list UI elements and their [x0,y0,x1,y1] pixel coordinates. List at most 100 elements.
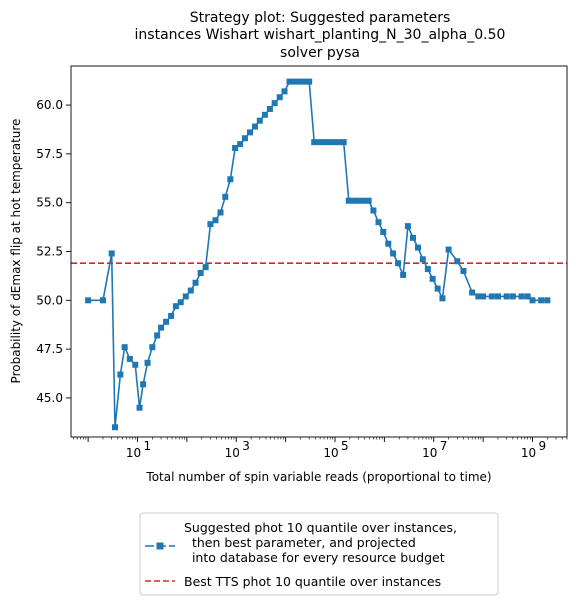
data-point-marker [121,344,128,351]
y-tick-label: 60.0 [36,98,63,112]
data-point-marker [415,244,421,251]
data-point-marker [111,424,118,431]
x-tick-label: 10 [521,446,536,460]
data-point-marker [395,260,402,267]
legend-box [139,512,499,596]
data-point-marker [144,359,151,366]
data-point-marker [271,100,278,107]
x-tick-label-exponent: 1 [143,439,151,453]
x-tick-label-exponent: 9 [538,439,546,453]
data-point-marker [494,293,501,300]
data-point-marker [370,207,377,214]
chart-title: Strategy plot: Suggested parameters inst… [135,10,506,61]
data-point-marker [301,78,308,85]
legend-entry-suggested: Suggested phot 10 quantile over instance… [145,520,457,565]
data-point-marker [529,297,536,304]
data-point-marker [126,355,133,362]
data-point-marker [232,145,239,152]
data-point-marker [132,361,139,368]
y-tick-label: 50.0 [36,293,63,307]
data-point-marker [316,139,323,146]
data-point-marker [460,268,467,275]
data-point-marker [509,293,516,300]
y-axis-label: Probability of dEmax flip at hot tempera… [9,119,23,384]
x-tick-label-exponent: 3 [242,439,250,453]
suggested-series-line [88,80,548,429]
x-tick-label: 10 [323,446,338,460]
data-point-marker [163,318,170,325]
data-point-marker [365,197,372,204]
data-point-marker [480,293,487,300]
data-point-marker [99,297,106,304]
x-axis-label: Total number of spin variable reads (pro… [145,470,491,484]
data-point-marker [409,234,416,241]
x-axis-ticks: 10 1 10 3 10 5 10 7 10 9 [72,437,568,460]
legend-label-suggested: Suggested phot 10 quantile over instance… [184,520,457,565]
title-line-3: solver pysa [280,45,360,61]
data-point-marker [390,250,397,257]
data-point-marker [241,135,248,142]
data-point-marker [212,217,219,224]
plot-frame [70,65,568,438]
legend-square-marker-icon [156,542,164,550]
data-point-marker [222,193,229,200]
data-point-marker [330,139,337,146]
data-point-marker [475,293,482,300]
data-point-marker [207,221,214,228]
data-point-marker [380,228,387,235]
data-point-marker [400,271,407,278]
data-point-marker [311,139,318,146]
data-point-marker [326,139,333,146]
data-point-marker [488,293,495,300]
data-point-marker [266,105,273,112]
x-tick-label: 10 [126,446,141,460]
data-point-marker [117,371,124,378]
y-tick-label: 55.0 [36,196,63,210]
data-point-marker [286,78,293,85]
data-point-marker [355,197,362,204]
data-point-marker [335,139,342,146]
data-point-marker [524,293,531,300]
data-point-marker [197,269,204,276]
data-point-marker [345,197,352,204]
data-point-marker [276,94,283,101]
data-point-marker [252,123,259,130]
data-point-marker [445,246,452,253]
x-tick-label-exponent: 7 [440,439,448,453]
data-point-marker [296,78,303,85]
data-point-marker [237,141,244,148]
data-point-marker [172,303,179,310]
legend-entry-best-tts: Best TTS phot 10 quantile over instances [145,574,441,589]
data-point-marker [518,293,525,300]
data-point-marker [434,285,441,292]
data-point-marker [503,293,510,300]
y-tick-label: 45.0 [36,391,63,405]
data-point-marker [108,250,115,257]
data-point-marker [202,264,209,271]
data-point-marker [281,88,288,95]
data-point-marker [424,266,431,273]
data-point-marker [340,139,347,146]
data-point-marker [187,287,194,294]
data-point-marker [291,78,298,85]
data-point-marker [429,275,436,282]
data-point-marker [168,312,175,319]
data-point-marker [385,240,392,247]
data-point-marker [136,404,143,411]
legend-label-best-tts: Best TTS phot 10 quantile over instances [184,574,441,589]
data-point-marker [149,344,156,351]
data-point-marker [469,289,476,296]
data-point-marker [85,297,92,304]
y-tick-label: 52.5 [36,245,63,259]
title-line-2: instances Wishart wishart_planting_N_30_… [135,27,506,43]
data-point-marker [182,293,189,300]
data-point-marker [544,297,551,304]
y-tick-label: 57.5 [36,147,63,161]
data-point-marker [419,256,426,263]
data-point-marker [360,197,367,204]
data-point-marker [192,279,199,286]
y-tick-label: 47.5 [36,342,63,356]
x-tick-label: 10 [225,446,240,460]
data-point-marker [439,295,446,302]
title-line-1: Strategy plot: Suggested parameters [190,10,451,26]
